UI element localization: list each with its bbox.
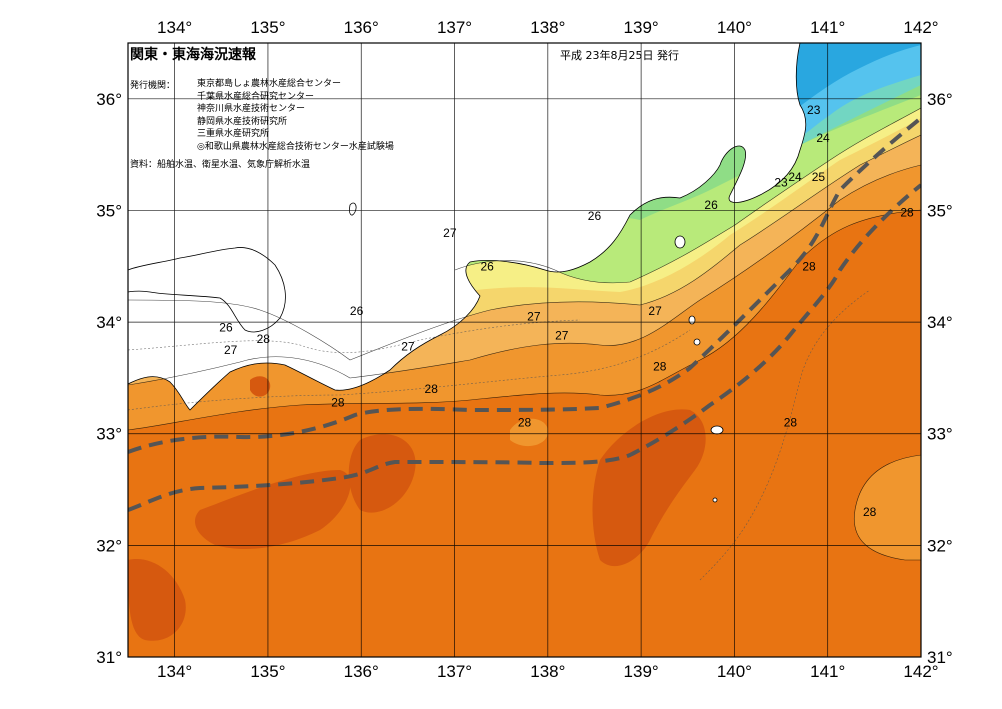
land-kii-peninsula bbox=[128, 43, 807, 411]
contour-value-label: 27 bbox=[648, 304, 662, 318]
latitude-label-right: 32° bbox=[927, 536, 953, 555]
isotherm-26-line bbox=[454, 107, 921, 284]
contour-value-label: 24 bbox=[816, 131, 830, 145]
contour-value-label: 27 bbox=[555, 328, 569, 342]
isotherm-dotted-b bbox=[128, 319, 581, 353]
longitude-label-top: 137° bbox=[437, 18, 472, 37]
latitude-labels-right: 36° 35° 34° 33° 32° 31° bbox=[927, 90, 953, 667]
latitude-label-right: 36° bbox=[927, 90, 953, 109]
sst-band-22 bbox=[795, 43, 921, 110]
sst-patch-30-b bbox=[195, 470, 351, 550]
isotherm-29-east bbox=[853, 454, 921, 561]
contour-value-label: 28 bbox=[653, 360, 667, 374]
sst-band-28b-east bbox=[854, 455, 921, 560]
longitude-label-top: 142° bbox=[903, 18, 938, 37]
issue-date: 平成 23年8月25日 発行 bbox=[560, 49, 679, 62]
longitude-label-bottom: 142° bbox=[903, 662, 938, 681]
publisher-item: 神奈川県水産技術センター bbox=[197, 104, 306, 115]
contour-value-label: 28 bbox=[257, 332, 271, 346]
contour-value-label: 28 bbox=[900, 206, 914, 220]
longitude-label-bottom: 139° bbox=[624, 662, 659, 681]
longitude-label-bottom: 138° bbox=[530, 662, 565, 681]
longitude-labels-bottom: 134° 135° 136° 137° 138° 139° 140° 141° 142° bbox=[157, 662, 939, 681]
longitude-label-top: 140° bbox=[717, 18, 752, 37]
latitude-label-left: 32° bbox=[96, 536, 122, 555]
longitude-label-bottom: 140° bbox=[717, 662, 752, 681]
latitude-label-left: 33° bbox=[96, 425, 122, 444]
contour-value-label: 23 bbox=[774, 176, 788, 190]
publisher-item: 静岡県水産技術研究所 bbox=[197, 116, 288, 127]
kuroshio-axis-south bbox=[128, 183, 921, 512]
contour-value-label: 27 bbox=[527, 310, 541, 324]
longitude-label-top: 136° bbox=[344, 18, 379, 37]
contour-value-label: 28 bbox=[863, 505, 877, 519]
latitude-label-right: 31° bbox=[927, 648, 953, 667]
latitude-label-left: 34° bbox=[96, 313, 122, 332]
contour-value-label: 26 bbox=[704, 198, 718, 212]
latitude-label-right: 33° bbox=[927, 425, 953, 444]
longitude-labels-top: 134° 135° 136° 137° 138° 139° 140° 141° 142° bbox=[157, 18, 939, 37]
longitude-label-bottom: 141° bbox=[810, 662, 845, 681]
isotherm-dotted-a bbox=[128, 329, 691, 411]
contour-value-label: 28 bbox=[802, 259, 816, 273]
contour-value-label: 27 bbox=[443, 226, 457, 240]
kuroshio-axis-north bbox=[128, 116, 921, 454]
latitude-label-left: 36° bbox=[96, 90, 122, 109]
publisher-item: ◎和歌山県農林水産総合技術センター水産試験場 bbox=[197, 141, 394, 152]
contour-value-label: 26 bbox=[350, 304, 364, 318]
sst-patch-30-d bbox=[592, 409, 706, 567]
contour-value-label: 28 bbox=[518, 416, 532, 430]
publisher-list: 東京都島しょ農林水産総合センター 千葉県水産総合研究センター 神奈川県水産技術セ… bbox=[197, 78, 394, 154]
lat-lon-grid bbox=[128, 43, 921, 657]
sst-patch-30-e bbox=[250, 376, 271, 397]
contour-value-label: 24 bbox=[788, 170, 802, 184]
latitude-label-left: 31° bbox=[96, 648, 122, 667]
latitude-label-right: 34° bbox=[927, 313, 953, 332]
longitude-label-top: 135° bbox=[250, 18, 285, 37]
island-hachijo bbox=[710, 425, 724, 435]
island-aogashima bbox=[712, 497, 718, 503]
publisher-item: 三重県水産研究所 bbox=[197, 129, 270, 140]
sst-patch-30-a bbox=[128, 559, 186, 641]
contour-value-label: 23 bbox=[807, 103, 821, 117]
publisher-item: 東京都島しょ農林水産総合センター bbox=[197, 79, 342, 89]
publisher-item: 千葉県水産総合研究センター bbox=[197, 91, 315, 102]
sst-patch-30-c bbox=[348, 434, 416, 513]
island-oshima bbox=[674, 235, 686, 249]
longitude-label-top: 138° bbox=[530, 18, 565, 37]
sst-band-28b-mid bbox=[510, 418, 549, 447]
contour-value-label: 27 bbox=[401, 340, 415, 354]
longitude-label-bottom: 136° bbox=[344, 662, 379, 681]
isotherm-28-line bbox=[128, 164, 921, 386]
contour-value-label: 27 bbox=[224, 343, 238, 357]
isotherm-dotted-c bbox=[699, 289, 871, 581]
contour-value-label: 25 bbox=[812, 170, 826, 184]
contour-value-label: 28 bbox=[784, 416, 798, 430]
longitude-label-bottom: 134° bbox=[157, 662, 192, 681]
publishers-label: 発行機関： bbox=[130, 81, 176, 91]
contour-value-label: 28 bbox=[331, 395, 345, 409]
latitude-label-right: 35° bbox=[927, 201, 953, 220]
longitude-label-top: 134° bbox=[157, 18, 192, 37]
island-awaji bbox=[349, 202, 357, 216]
latitude-label-left: 35° bbox=[96, 201, 122, 220]
longitude-label-top: 141° bbox=[810, 18, 845, 37]
longitude-label-bottom: 137° bbox=[437, 662, 472, 681]
contour-value-label: 26 bbox=[219, 321, 233, 335]
contour-value-label: 26 bbox=[588, 209, 602, 223]
longitude-label-top: 139° bbox=[624, 18, 659, 37]
map-frame bbox=[127, 42, 922, 658]
latitude-labels-left: 36° 35° 34° 33° 32° 31° bbox=[96, 90, 122, 667]
contour-value-label: 28 bbox=[425, 382, 439, 396]
bulletin-title: 関東・東海海況速報 bbox=[130, 47, 256, 63]
island-miyake bbox=[693, 338, 701, 346]
contour-value-label: 26 bbox=[481, 259, 495, 273]
island-niijima bbox=[688, 315, 696, 325]
longitude-label-bottom: 135° bbox=[250, 662, 285, 681]
data-sources: 資料：船舶水温、衛星水温、気象庁解析水温 bbox=[130, 160, 311, 170]
